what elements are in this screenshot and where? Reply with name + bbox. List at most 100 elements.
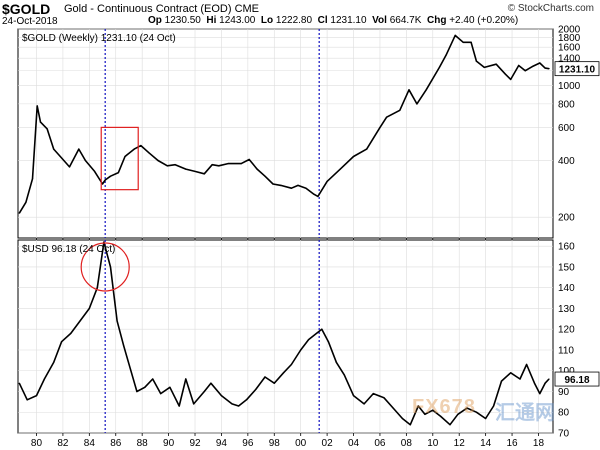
x-tick-label: 00 — [295, 438, 307, 449]
x-tick-label: 98 — [269, 438, 281, 449]
data-point — [308, 339, 310, 341]
data-point — [203, 390, 205, 393]
y-tick-label: 70 — [558, 429, 570, 440]
series-legend: $GOLD (Weekly) 1231.10 (24 Oct) — [22, 33, 176, 44]
data-point — [290, 363, 293, 366]
y-tick-label: 140 — [558, 283, 575, 294]
y-tick-label: 80 — [558, 408, 570, 419]
quote-line: Op 1230.50 Hi 1243.00 Lo 1222.80 Cl 1231… — [148, 15, 518, 26]
data-point — [454, 34, 456, 36]
y-tick-label: 130 — [558, 304, 575, 315]
watermark-huitong: 汇通网 — [495, 402, 555, 424]
data-point — [457, 413, 459, 415]
data-point — [272, 183, 274, 185]
price-series-line — [18, 241, 550, 426]
chart-header: $GOLD Gold - Continuous Contract (EOD) C… — [0, 0, 600, 28]
data-point — [194, 170, 196, 173]
last-value-label: 1231.10 — [559, 65, 596, 76]
data-point — [84, 159, 86, 162]
data-point — [500, 380, 503, 382]
x-tick-label: 88 — [137, 438, 149, 449]
x-tick-label: 04 — [348, 438, 360, 449]
data-point — [169, 386, 171, 388]
data-point — [495, 63, 497, 65]
y-tick-label: 1000 — [558, 81, 581, 92]
data-point — [227, 163, 229, 165]
x-tick-label: 08 — [401, 438, 413, 449]
data-point — [548, 378, 550, 380]
close-value: 1231.10 — [330, 15, 367, 26]
data-point — [343, 374, 345, 376]
plot-frame — [17, 239, 554, 434]
data-point — [124, 155, 126, 158]
data-point — [152, 378, 154, 380]
change-value: +2.40 (+0.20%) — [449, 15, 519, 26]
data-point — [248, 158, 250, 161]
data-point — [401, 417, 404, 420]
data-point — [485, 417, 487, 420]
data-point — [240, 163, 242, 165]
y-tick-label: 800 — [558, 99, 575, 110]
data-point — [504, 73, 507, 75]
data-point — [280, 184, 282, 187]
data-point — [231, 403, 233, 405]
data-point — [117, 172, 119, 174]
data-point — [96, 287, 98, 289]
data-point — [533, 382, 536, 384]
data-point — [317, 195, 319, 197]
data-point — [88, 307, 90, 310]
last-value-label: 96.18 — [564, 375, 589, 386]
price-series-line — [18, 34, 550, 214]
high-value: 1243.00 — [219, 15, 256, 26]
series-legend: $USD 96.18 (24 Oct) — [22, 244, 115, 255]
data-point — [321, 328, 323, 330]
data-point — [53, 148, 55, 150]
data-point — [148, 152, 150, 154]
gold-panel: 2004006008001000120014001600180020008082… — [17, 25, 600, 254]
data-point — [544, 67, 546, 69]
data-point — [327, 341, 330, 343]
data-point — [416, 103, 418, 105]
data-point — [315, 332, 318, 334]
data-point — [79, 320, 81, 322]
y-tick-label: 200 — [558, 213, 575, 224]
data-point — [116, 320, 118, 322]
data-point — [438, 66, 440, 69]
highlight-box — [100, 126, 139, 191]
data-point — [313, 193, 315, 195]
data-point — [203, 173, 205, 175]
x-tick-label: 10 — [427, 438, 439, 449]
data-point — [539, 62, 541, 64]
data-point — [166, 165, 168, 167]
data-point — [210, 382, 212, 384]
data-point — [70, 332, 72, 334]
stockcharts-logo[interactable]: © StockCharts.com — [507, 3, 594, 14]
data-point — [133, 148, 135, 150]
data-point — [466, 407, 468, 409]
data-point — [245, 399, 248, 401]
data-point — [445, 54, 447, 56]
data-point — [273, 382, 275, 384]
data-point — [60, 341, 63, 343]
data-point — [532, 65, 534, 67]
data-point — [399, 109, 401, 111]
data-point — [157, 159, 159, 162]
data-point — [544, 382, 546, 384]
data-point — [519, 378, 521, 380]
data-point — [475, 411, 477, 413]
x-tick-label: 02 — [322, 438, 334, 449]
data-point — [392, 407, 394, 409]
data-point — [363, 403, 365, 405]
data-point — [101, 183, 104, 185]
low-value: 1222.80 — [275, 15, 313, 26]
open-label: Op — [148, 15, 162, 26]
data-point — [440, 415, 442, 417]
data-point — [326, 180, 328, 182]
volume-label: Vol — [372, 15, 387, 26]
x-tick-label: 84 — [84, 438, 96, 449]
data-point — [104, 179, 106, 181]
data-point — [36, 105, 38, 107]
change-label: Chg — [426, 15, 447, 26]
data-point — [366, 148, 368, 150]
data-point — [78, 148, 80, 150]
